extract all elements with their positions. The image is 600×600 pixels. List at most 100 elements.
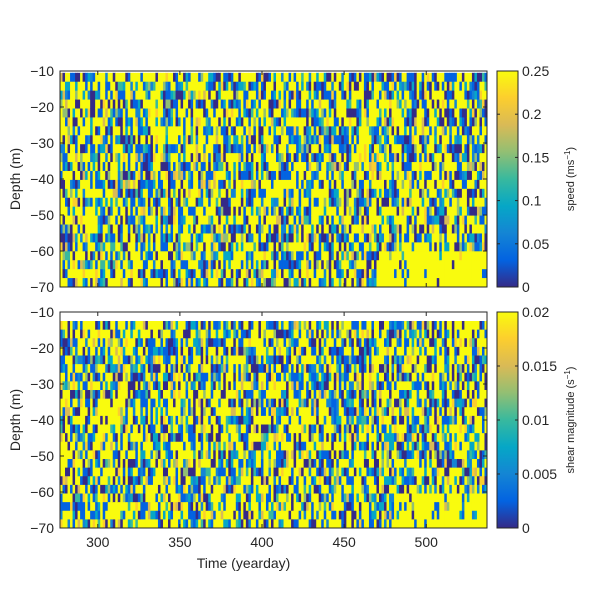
heatmap-cell — [281, 144, 284, 154]
heatmap-cell — [419, 224, 423, 234]
heatmap-cell — [170, 108, 174, 118]
heatmap-cell — [270, 251, 274, 261]
heatmap-cell — [471, 260, 475, 270]
heatmap-cell — [77, 398, 81, 408]
heatmap-cell — [117, 242, 121, 252]
heatmap-cell — [203, 108, 207, 118]
heatmap-cell — [343, 224, 347, 234]
heatmap-cell — [140, 278, 144, 288]
heatmap-cell — [70, 260, 73, 270]
heatmap-cell — [293, 179, 297, 190]
heatmap-cell — [193, 215, 197, 225]
heatmap-cell — [240, 170, 244, 181]
heatmap-cell — [321, 278, 325, 288]
heatmap-cell — [381, 81, 385, 92]
heatmap-cell — [431, 135, 435, 145]
heatmap-cell — [276, 135, 279, 145]
heatmap-cell — [296, 188, 300, 199]
heatmap-cell — [210, 197, 214, 208]
heatmap-cell — [120, 502, 124, 512]
heatmap-cell — [316, 99, 320, 109]
heatmap-cell — [170, 144, 174, 154]
heatmap-cell — [75, 81, 78, 92]
heatmap-cell — [441, 233, 445, 243]
heatmap-cell — [378, 162, 382, 172]
heatmap-cell — [401, 251, 405, 261]
heatmap-cell — [72, 269, 76, 279]
heatmap-cell — [215, 72, 219, 83]
heatmap-cell — [95, 242, 99, 252]
heatmap-cell — [318, 117, 322, 127]
heatmap-cell — [170, 99, 174, 109]
heatmap-cell — [461, 170, 465, 181]
heatmap-cell — [293, 170, 297, 181]
heatmap-cell — [85, 441, 89, 451]
heatmap-cell — [394, 170, 397, 181]
heatmap-cell — [351, 117, 355, 127]
heatmap-cell — [391, 162, 395, 172]
heatmap-cell — [421, 99, 425, 109]
heatmap-cell — [85, 372, 89, 382]
heatmap-cell — [72, 170, 76, 181]
heatmap-cell — [97, 99, 101, 109]
heatmap-cell — [75, 502, 78, 512]
heatmap-cell — [233, 126, 237, 136]
heatmap-cell — [173, 188, 176, 199]
heatmap-cell — [155, 206, 159, 216]
heatmap-cell — [220, 224, 224, 234]
heatmap-cell — [376, 251, 380, 261]
heatmap-cell — [193, 269, 197, 279]
heatmap-cell — [80, 338, 83, 348]
heatmap-cell — [240, 251, 244, 261]
heatmap-cell — [436, 90, 440, 100]
heatmap-cell — [132, 459, 136, 469]
heatmap-cell — [343, 117, 347, 127]
heatmap-cell — [394, 224, 397, 234]
heatmap-cell — [394, 81, 397, 92]
heatmap-cell — [434, 117, 438, 127]
heatmap-cell — [225, 188, 229, 199]
heatmap-cell — [147, 355, 151, 365]
heatmap-cell — [220, 90, 224, 100]
heatmap-cell — [331, 108, 335, 118]
heatmap-cell — [80, 441, 83, 451]
heatmap-cell — [399, 242, 402, 252]
heatmap-cell — [416, 170, 420, 181]
heatmap-cell — [368, 117, 372, 127]
heatmap-cell — [185, 126, 189, 136]
heatmap-cell — [396, 126, 400, 136]
heatmap-cell — [328, 90, 332, 100]
heatmap-cell — [178, 269, 181, 279]
heatmap-cell — [165, 162, 169, 172]
heatmap-cell — [298, 206, 302, 216]
heatmap-cell — [147, 251, 151, 261]
heatmap-cell — [459, 117, 463, 127]
heatmap-cell — [416, 135, 420, 145]
heatmap-cell — [120, 278, 124, 288]
heatmap-cell — [441, 224, 445, 234]
heatmap-cell — [175, 72, 179, 83]
heatmap-cell — [80, 135, 83, 145]
heatmap-cell — [218, 108, 222, 118]
heatmap-cell — [240, 233, 244, 243]
heatmap-cell — [301, 162, 305, 172]
heatmap-cell — [170, 162, 174, 172]
heatmap-cell — [278, 99, 282, 109]
heatmap-cell — [306, 242, 310, 252]
heatmap-cell — [162, 99, 166, 109]
heatmap-cell — [162, 242, 166, 252]
heatmap-cell — [142, 135, 146, 145]
heatmap-cell — [140, 269, 144, 279]
heatmap-cell — [178, 135, 181, 145]
heatmap-cell — [228, 278, 232, 288]
heatmap-cell — [65, 390, 68, 400]
heatmap-cell — [165, 117, 169, 127]
heatmap-cell — [301, 153, 305, 163]
heatmap-cell — [137, 398, 141, 408]
y-tick-label: −70 — [30, 279, 54, 295]
heatmap-cell — [142, 81, 146, 92]
heatmap-cell — [301, 224, 305, 234]
heatmap-cell — [95, 260, 99, 270]
heatmap-cell — [298, 170, 302, 181]
heatmap-cell — [474, 117, 478, 127]
